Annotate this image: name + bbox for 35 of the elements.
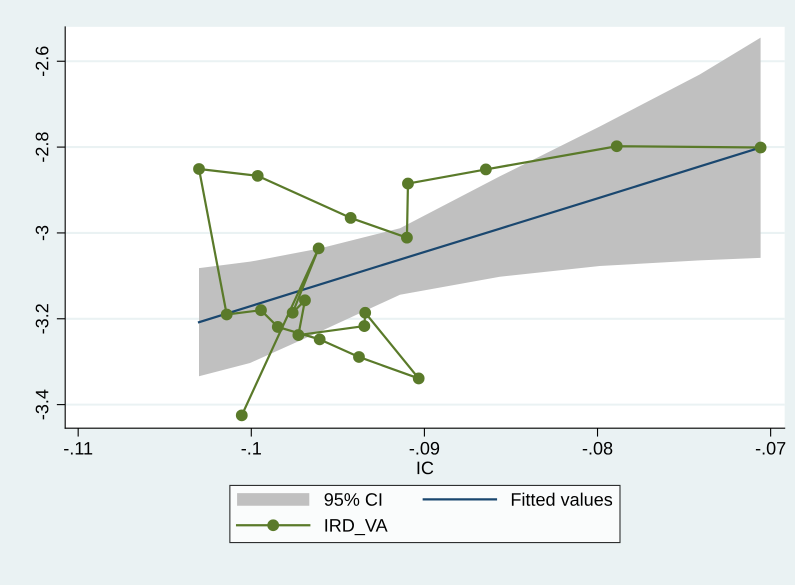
point	[272, 321, 284, 333]
point	[252, 170, 264, 182]
point	[754, 142, 767, 154]
x-axis-title: IC	[418, 462, 434, 474]
point	[358, 320, 370, 332]
point	[220, 308, 233, 320]
point	[299, 294, 311, 306]
text: 95% CI	[324, 493, 382, 506]
legend-label: IRD_VA	[325, 519, 388, 536]
x-tick-label: -.1	[242, 442, 261, 454]
point	[292, 329, 304, 341]
y-tick-label: -3.2	[36, 304, 48, 334]
y-tick-label: -3.4	[36, 390, 48, 420]
x-tick-label: -.08	[582, 442, 612, 455]
point	[359, 306, 372, 319]
point	[402, 178, 414, 190]
point	[353, 351, 365, 363]
point	[312, 242, 325, 254]
point	[255, 304, 267, 316]
point	[314, 333, 326, 346]
x-tick-label: -.11	[64, 442, 92, 454]
point	[286, 306, 299, 319]
x-tick-label: -.09	[410, 442, 440, 455]
point	[344, 212, 357, 224]
point	[610, 140, 623, 152]
y-tick-label: -3	[36, 226, 48, 240]
y-tick-label: -2.6	[36, 46, 48, 76]
legend-label: Fitted values	[512, 492, 612, 506]
point	[480, 164, 492, 176]
point	[236, 409, 248, 422]
point	[401, 232, 413, 244]
y-tick-label: -2.8	[36, 132, 48, 162]
point	[193, 163, 205, 175]
point	[412, 372, 425, 384]
x-tick-label: -.07	[756, 442, 786, 455]
